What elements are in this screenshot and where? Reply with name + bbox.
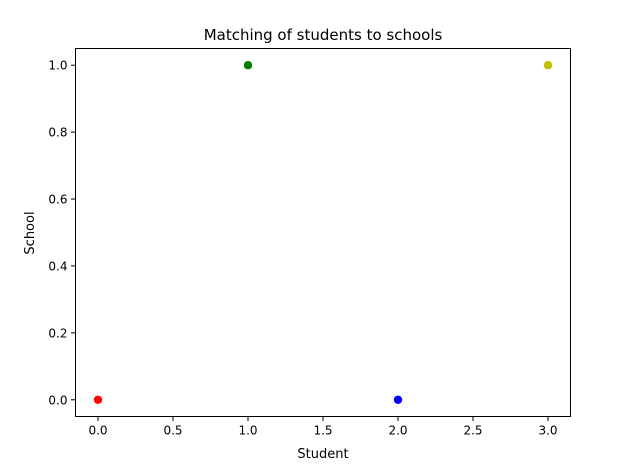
chart-title: Matching of students to schools [204, 26, 443, 44]
y-tick-label: 0.4 [48, 259, 67, 273]
y-axis-label: School [23, 211, 38, 254]
x-tick-label: 0.5 [163, 424, 182, 438]
ticks-layer: 0.0 0.5 1.0 1.5 2.0 2.5 3.0 0.0 0.2 0.4 0.6 0.8 1.0 [48, 59, 557, 438]
y-tick-label: 0.0 [48, 393, 67, 407]
data-point [543, 61, 553, 70]
y-tick-label: 1.0 [48, 59, 67, 73]
x-tick-label: 1.5 [313, 424, 332, 438]
x-axis-label: Student [297, 447, 348, 462]
x-tick-label: 0.0 [88, 424, 107, 438]
x-tick-label: 2.5 [463, 424, 482, 438]
x-tick-label: 3.0 [538, 424, 557, 438]
x-tick-label: 1.0 [238, 424, 257, 438]
y-tick-label: 0.6 [48, 193, 67, 207]
plot-frame [75, 48, 571, 417]
points-layer [93, 61, 553, 404]
y-tick-label: 0.8 [48, 126, 67, 140]
data-point [393, 395, 403, 404]
x-tick-label: 2.0 [388, 424, 407, 438]
data-point [243, 61, 253, 70]
data-point [93, 395, 103, 404]
y-tick-label: 0.2 [48, 326, 67, 340]
